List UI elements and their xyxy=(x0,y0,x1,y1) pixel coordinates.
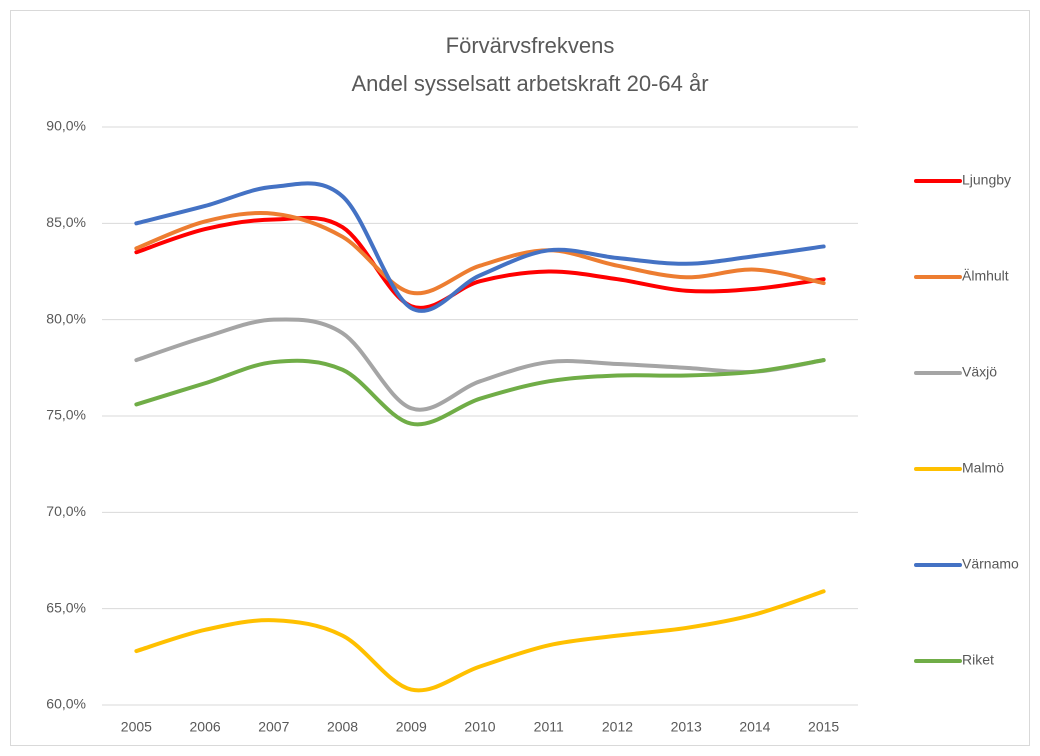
x-tick-label: 2012 xyxy=(602,719,633,735)
chart-border xyxy=(10,10,1030,746)
x-tick-label: 2008 xyxy=(327,719,358,735)
x-tick-label: 2011 xyxy=(534,719,564,735)
y-tick-label: 65,0% xyxy=(46,599,86,615)
y-tick-label: 70,0% xyxy=(46,503,86,519)
series-line xyxy=(134,317,826,412)
y-tick-label: 75,0% xyxy=(46,407,86,423)
x-tick-label: 2014 xyxy=(739,719,770,735)
legend-label: Ljungby xyxy=(962,172,1011,188)
x-tick-label: 2009 xyxy=(396,719,427,735)
series-line xyxy=(134,589,826,693)
x-tick-label: 2013 xyxy=(671,719,702,735)
y-tick-label: 80,0% xyxy=(46,310,86,326)
chart-title: Förvärvsfrekvens xyxy=(446,33,615,58)
x-tick-label: 2015 xyxy=(808,719,839,735)
y-tick-label: 60,0% xyxy=(46,696,86,712)
x-tick-label: 2010 xyxy=(464,719,495,735)
legend-label: Växjö xyxy=(962,364,997,380)
legend-label: Värnamo xyxy=(962,556,1019,572)
x-tick-label: 2007 xyxy=(258,719,289,735)
legend-label: Riket xyxy=(962,652,994,668)
legend-label: Älmhult xyxy=(962,268,1009,284)
x-tick-label: 2006 xyxy=(190,719,221,735)
y-tick-label: 90,0% xyxy=(46,118,86,134)
series-line xyxy=(134,210,826,296)
chart-subtitle: Andel sysselsatt arbetskraft 20-64 år xyxy=(351,71,708,96)
series-line xyxy=(134,358,826,427)
series-line xyxy=(134,215,826,310)
legend-label: Malmö xyxy=(962,460,1004,476)
x-tick-label: 2005 xyxy=(121,719,152,735)
series-line xyxy=(134,181,826,313)
y-tick-label: 85,0% xyxy=(46,214,86,230)
